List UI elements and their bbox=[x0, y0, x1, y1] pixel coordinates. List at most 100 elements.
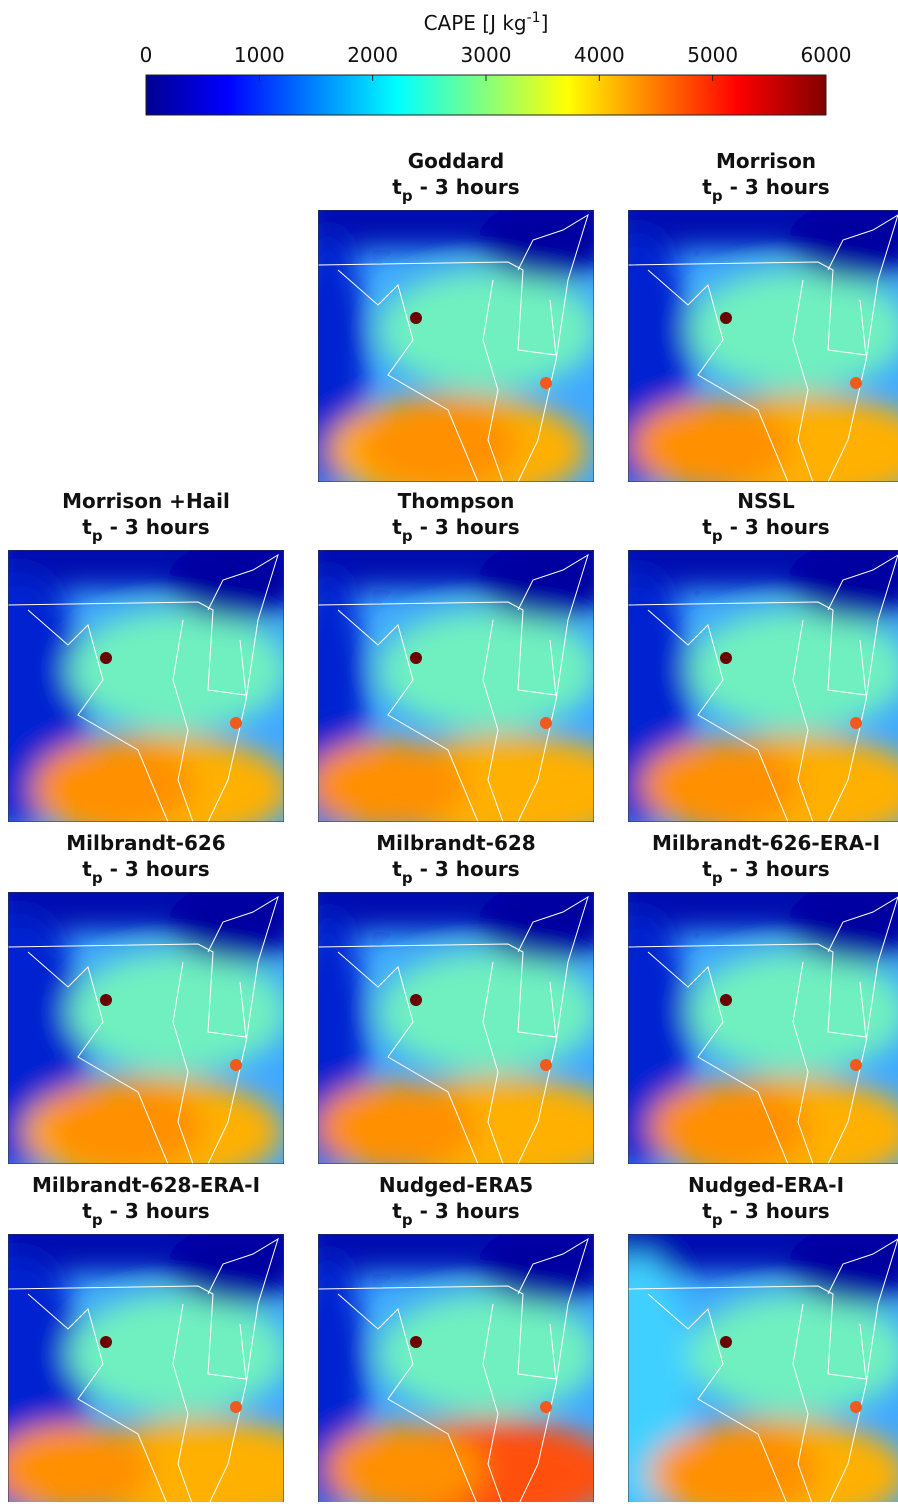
map bbox=[8, 550, 284, 822]
coast bbox=[827, 1238, 898, 1506]
panel-subtitle: tp - 3 hours bbox=[82, 857, 209, 887]
panel-title: Thompson bbox=[398, 489, 515, 513]
panel-subtitle: tp - 3 hours bbox=[702, 1199, 829, 1229]
state bbox=[27, 951, 169, 1164]
field bbox=[358, 400, 518, 482]
field bbox=[168, 892, 284, 962]
state bbox=[337, 1293, 479, 1506]
subtitle-rest: - 3 hours bbox=[103, 857, 210, 881]
bay bbox=[482, 619, 504, 822]
panel-subtitle: tp - 3 hours bbox=[702, 175, 829, 205]
bay bbox=[482, 1303, 504, 1506]
state bbox=[647, 269, 789, 482]
state bbox=[27, 609, 169, 822]
map-field bbox=[8, 892, 284, 1164]
site-marker bbox=[410, 994, 422, 1006]
panel-subtitle: tp - 3 hours bbox=[392, 1199, 519, 1229]
subtitle-t: t bbox=[392, 515, 402, 539]
map bbox=[8, 892, 284, 1164]
panel-title: Morrison +Hail bbox=[62, 489, 230, 513]
border bbox=[318, 943, 557, 1038]
field bbox=[478, 210, 594, 280]
coast bbox=[827, 214, 898, 482]
border bbox=[628, 1285, 867, 1380]
site-marker bbox=[850, 1401, 862, 1413]
subtitle-t: t bbox=[82, 857, 92, 881]
subtitle-sub: p bbox=[402, 1211, 413, 1229]
map-field bbox=[318, 892, 594, 1164]
map-field bbox=[318, 550, 594, 822]
bay bbox=[172, 961, 194, 1164]
bay bbox=[792, 1303, 814, 1506]
panel-subtitle: tp - 3 hours bbox=[392, 175, 519, 205]
field bbox=[649, 1082, 809, 1164]
site-marker bbox=[720, 652, 732, 664]
subtitle-rest: - 3 hours bbox=[413, 857, 520, 881]
field bbox=[631, 400, 791, 482]
border bbox=[318, 1285, 557, 1380]
colorbar-label: CAPE [J kg-1] bbox=[424, 10, 549, 35]
map bbox=[318, 1234, 594, 1506]
site-marker bbox=[540, 377, 552, 389]
field bbox=[478, 1234, 594, 1304]
subtitle-t: t bbox=[702, 175, 712, 199]
subtitle-t: t bbox=[82, 1199, 92, 1223]
panel-subtitle: tp - 3 hours bbox=[392, 515, 519, 545]
field bbox=[478, 550, 594, 620]
coast bbox=[517, 895, 589, 1164]
field bbox=[688, 610, 898, 730]
field bbox=[68, 952, 284, 1072]
map-field bbox=[8, 1234, 284, 1506]
label-sup: -1 bbox=[527, 10, 541, 26]
site-marker bbox=[720, 312, 732, 324]
site-marker bbox=[540, 1059, 552, 1071]
site-marker bbox=[850, 1059, 862, 1071]
state bbox=[647, 609, 789, 822]
panel-title: Morrison bbox=[716, 149, 816, 173]
site-marker bbox=[410, 1336, 422, 1348]
map bbox=[628, 892, 898, 1164]
map bbox=[628, 1234, 898, 1506]
site-marker bbox=[540, 717, 552, 729]
coast bbox=[827, 896, 898, 1164]
field bbox=[658, 1424, 818, 1506]
tick-label: 5000 bbox=[687, 43, 738, 67]
subtitle-t: t bbox=[392, 857, 402, 881]
site-marker bbox=[100, 994, 112, 1006]
state bbox=[647, 1293, 789, 1506]
field bbox=[478, 892, 594, 962]
site-marker bbox=[230, 1059, 242, 1071]
site-marker bbox=[230, 717, 242, 729]
subtitle-sub: p bbox=[402, 527, 413, 545]
panel-title: Milbrandt-628-ERA-I bbox=[32, 1173, 260, 1197]
subtitle-rest: - 3 hours bbox=[413, 175, 520, 199]
site-marker bbox=[100, 652, 112, 664]
subtitle-t: t bbox=[82, 515, 92, 539]
panel-title: Goddard bbox=[408, 149, 504, 173]
field bbox=[378, 270, 594, 390]
map-field bbox=[628, 550, 898, 822]
map-field bbox=[628, 892, 898, 1164]
field bbox=[43, 1082, 203, 1164]
bay bbox=[172, 619, 194, 822]
field bbox=[378, 610, 594, 730]
bay bbox=[792, 279, 814, 482]
panel-subtitle: tp - 3 hours bbox=[392, 857, 519, 887]
map bbox=[628, 550, 898, 822]
field bbox=[318, 1082, 476, 1164]
coast bbox=[517, 553, 589, 822]
border bbox=[628, 261, 867, 356]
subtitle-rest: - 3 hours bbox=[723, 175, 830, 199]
subtitle-t: t bbox=[392, 1199, 402, 1223]
subtitle-t: t bbox=[702, 515, 712, 539]
bay bbox=[792, 961, 814, 1164]
subtitle-rest: - 3 hours bbox=[413, 1199, 520, 1223]
subtitle-sub: p bbox=[402, 869, 413, 887]
map bbox=[8, 1234, 284, 1506]
subtitle-rest: - 3 hours bbox=[103, 1199, 210, 1223]
field bbox=[378, 1294, 594, 1414]
coast bbox=[207, 553, 279, 822]
subtitle-sub: p bbox=[92, 1211, 103, 1229]
coast bbox=[517, 1237, 589, 1506]
subtitle-t: t bbox=[702, 857, 712, 881]
